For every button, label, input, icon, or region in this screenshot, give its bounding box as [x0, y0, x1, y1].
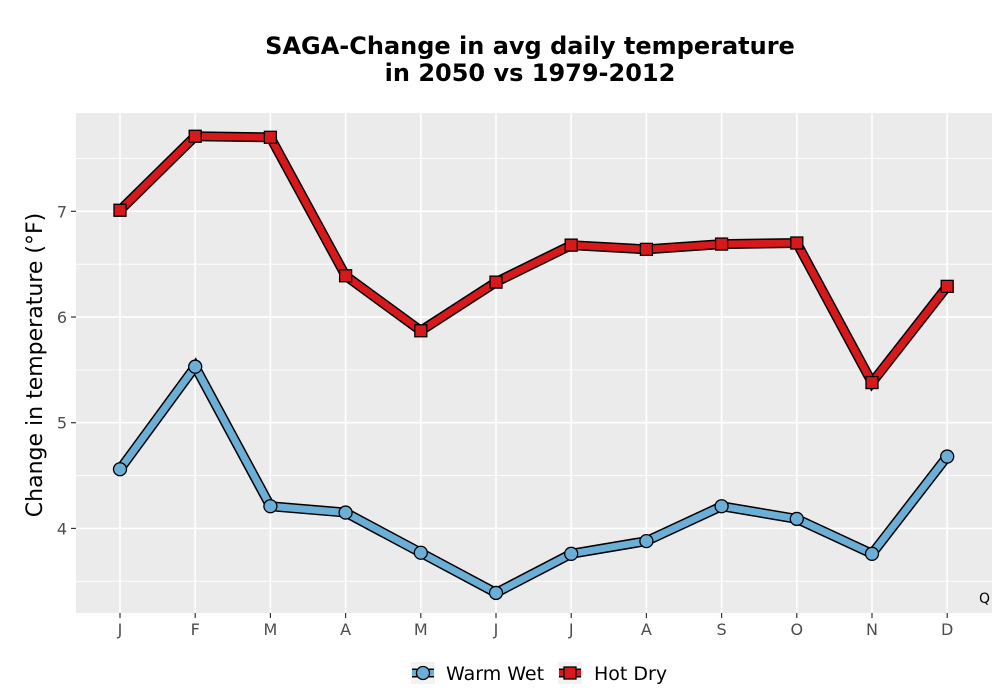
legend-label-1: Hot Dry [594, 663, 667, 685]
y-axis-title: Change in temperature (°F) [23, 213, 48, 517]
series-0 [112, 357, 955, 601]
series-0-line [117, 360, 950, 597]
series-0-point-6 [564, 546, 579, 561]
legend: Warm Wet Hot Dry [411, 662, 667, 685]
x-tick-label-6: J [568, 620, 574, 639]
series-1-point-11 [940, 279, 954, 294]
y-tick-label-1: 5 [57, 414, 67, 433]
legend-key-marker-0 [415, 665, 431, 681]
x-tick-label-7: A [641, 620, 652, 639]
plot-panel [76, 113, 992, 613]
series-1-point-7 [639, 242, 654, 257]
series-1-point-1 [188, 129, 202, 143]
series-1-point-5 [489, 275, 503, 289]
series-0-point-0 [112, 462, 128, 477]
x-tick-label-2: M [263, 620, 277, 639]
legend-item-0: Warm Wet [411, 662, 544, 685]
series-0-point-10 [864, 546, 880, 561]
series-1-point-10 [865, 375, 879, 390]
x-tick-label-11: D [941, 620, 953, 639]
series-1-point-3 [338, 269, 353, 283]
series-1-line [117, 132, 950, 389]
series-1-point-8 [714, 237, 729, 251]
series-0-point-2 [263, 499, 278, 514]
x-tick-label-5: J [493, 620, 499, 639]
series-0-point-7 [639, 533, 654, 549]
x-tick-label-4: M [414, 620, 428, 639]
series-layer [112, 129, 955, 601]
series-1 [113, 129, 954, 392]
x-tick-label-10: N [866, 620, 878, 639]
legend-label-0: Warm Wet [446, 663, 544, 685]
series-1-point-2 [263, 130, 278, 144]
series-0-point-8 [714, 499, 729, 514]
series-1-point-6 [564, 238, 578, 252]
series-1-point-4 [414, 324, 428, 338]
chart-title-line-2: in 2050 vs 1979-2012 [385, 59, 676, 87]
series-0-point-5 [488, 585, 504, 601]
grid-lines [76, 113, 992, 613]
series-0-point-3 [338, 505, 353, 520]
x-tick-label-3: A [340, 620, 351, 639]
x-tick-label-1: F [191, 620, 200, 639]
series-0-point-11 [940, 449, 955, 464]
y-axis: 4 5 6 7 [57, 202, 76, 538]
y-tick-label-2: 6 [57, 308, 67, 327]
y-tick-label-0: 4 [57, 519, 67, 538]
series-0-point-1 [188, 359, 203, 374]
series-0-point-9 [789, 511, 804, 527]
y-tick-label-3: 7 [57, 202, 67, 221]
x-tick-label-9: O [791, 620, 804, 639]
series-0-point-4 [413, 545, 428, 560]
series-1-point-0 [113, 203, 127, 217]
legend-item-1: Hot Dry [558, 662, 667, 685]
x-tick-label-0: J [117, 620, 123, 639]
x-tick-label-8: S [717, 620, 727, 639]
chart-title-line-1: SAGA-Change in avg daily temperature [265, 32, 795, 60]
series-1-point-9 [790, 236, 804, 250]
corner-label: Q [979, 591, 990, 607]
legend-key-marker-1 [563, 666, 577, 680]
